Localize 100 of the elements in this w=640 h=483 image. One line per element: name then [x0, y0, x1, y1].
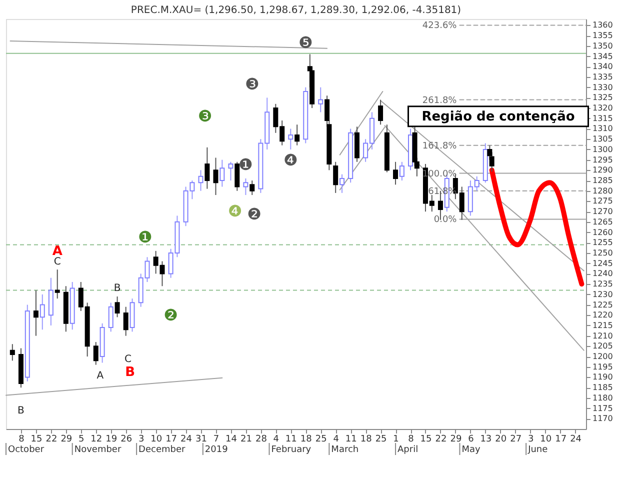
y-tick-label: 1185: [592, 383, 613, 392]
y-tick-label: 1215: [592, 320, 613, 330]
x-tick-label: 28: [255, 434, 268, 444]
x-tick-label: 24: [180, 434, 192, 444]
x-tick-label: 31: [196, 434, 207, 444]
annotation: A: [96, 370, 104, 382]
annotation: 261.8%: [422, 96, 458, 106]
x-tick-label: 27: [510, 434, 522, 444]
x-tick-label: 12: [90, 434, 102, 444]
x-tick-label: 15: [420, 434, 432, 444]
y-tick-label: 1310: [592, 124, 613, 134]
y-tick-label: 1200: [592, 352, 613, 362]
x-tick-label: 11: [285, 434, 297, 444]
y-tick-label: 1220: [592, 310, 613, 320]
x-tick-label: 22: [435, 434, 447, 444]
y-tick-label: 1280: [592, 186, 613, 196]
x-tick-label: 5: [78, 434, 84, 444]
y-tick-label: 1255: [592, 238, 613, 248]
x-tick-label: 24: [570, 434, 582, 444]
y-tick-label: 1180: [592, 393, 613, 402]
y-tick-label: 1355: [592, 31, 613, 40]
annotation: ❶: [238, 154, 253, 174]
text: May: [462, 445, 482, 455]
y-tick-label: 1305: [592, 134, 613, 144]
y-tick-label: 1300: [592, 144, 613, 154]
y-tick-label: 1195: [592, 362, 613, 372]
x-tick-label: 3: [138, 434, 144, 444]
x-tick-label: 22: [46, 434, 58, 444]
x-tick-label: 20: [495, 434, 507, 444]
x-tick-label: 14: [225, 434, 238, 444]
x-tick-label: 7: [213, 434, 220, 444]
x-tick-label: 3: [528, 434, 534, 444]
y-tick-label: 1350: [592, 41, 613, 50]
y-tick-label: 1270: [592, 207, 613, 216]
x-tick-label: 18: [360, 434, 372, 444]
y-tick-label: 1360: [592, 20, 613, 30]
annotation: C: [124, 354, 132, 365]
x-tick-label: 29: [60, 434, 72, 444]
y-tick-label: 1230: [592, 290, 613, 299]
text: March: [331, 445, 359, 455]
x-tick-label: 8: [18, 434, 25, 444]
x-tick-label: 6: [468, 434, 474, 444]
y-tick-label: 1190: [592, 372, 613, 382]
y-tick-label: 1175: [592, 404, 613, 413]
y-tick-label: 1265: [592, 217, 613, 226]
y-tick-label: 1285: [592, 176, 613, 186]
x-tick-label: 11: [345, 434, 357, 444]
annotation: ❸: [244, 74, 260, 94]
y-tick-label: 1320: [592, 104, 613, 113]
x-tick-label: 19: [106, 434, 118, 444]
text: 2019: [204, 445, 228, 455]
x-tick-label: 15: [30, 434, 42, 444]
text: December: [138, 445, 186, 455]
annotation: B: [18, 405, 25, 416]
x-tick-label: 10: [540, 434, 552, 444]
y-tick-label: 1225: [592, 300, 613, 310]
y-tick-label: 1205: [592, 342, 613, 351]
x-tick-label: 17: [555, 434, 567, 444]
y-tick-label: 1330: [592, 82, 613, 92]
annotation: ❹: [283, 150, 298, 170]
y-tick-label: 1250: [592, 248, 613, 258]
text: October: [8, 445, 44, 455]
x-tick-label: 25: [375, 434, 387, 444]
y-tick-label: 1295: [592, 155, 613, 164]
annotation: 0.0%: [434, 215, 458, 226]
y-tick-label: 1245: [592, 258, 613, 268]
y-tick-label: 1235: [592, 280, 613, 289]
y-tick-label: 1315: [592, 114, 613, 123]
annotation: ❹: [228, 202, 242, 221]
annotation: B: [125, 364, 136, 380]
x-tick-label: 4: [333, 434, 340, 444]
x-tick-label: 4: [273, 434, 280, 444]
y-tick-label: 1325: [592, 93, 613, 102]
text: November: [74, 445, 122, 455]
annotation: C: [54, 256, 61, 268]
y-tick-label: 1240: [592, 269, 613, 278]
x-tick-label: 21: [240, 434, 252, 444]
y-tick-label: 1340: [592, 62, 613, 72]
annotation: ❷: [247, 204, 262, 224]
y-tick-label: 1290: [592, 166, 613, 175]
y-tick-label: 1345: [592, 52, 613, 61]
x-tick-label: 18: [300, 434, 312, 444]
text: February: [271, 445, 312, 455]
annotation: B: [114, 283, 121, 294]
y-tick-label: 1170: [592, 414, 613, 424]
annotation: ❸: [198, 106, 212, 126]
annotation: ❷: [164, 306, 178, 325]
x-tick-label: 26: [120, 434, 132, 444]
annotation: ❺: [298, 33, 313, 52]
x-tick-label: 1: [393, 434, 399, 444]
x-tick-label: 13: [480, 434, 492, 444]
chart-title: PREC.M.XAU= (1,296.50, 1,298.67, 1,289.30, 1,292.06, -4.35181): [130, 5, 462, 16]
y-tick-label: 1335: [592, 72, 613, 82]
annotation: Região de contenção: [422, 109, 575, 124]
text: April: [398, 445, 418, 455]
y-tick-label: 1260: [592, 228, 613, 237]
x-tick-label: 10: [150, 434, 162, 444]
y-tick-label: 1275: [592, 196, 613, 206]
x-tick-label: 29: [450, 434, 462, 444]
annotation: ❶: [138, 228, 152, 247]
